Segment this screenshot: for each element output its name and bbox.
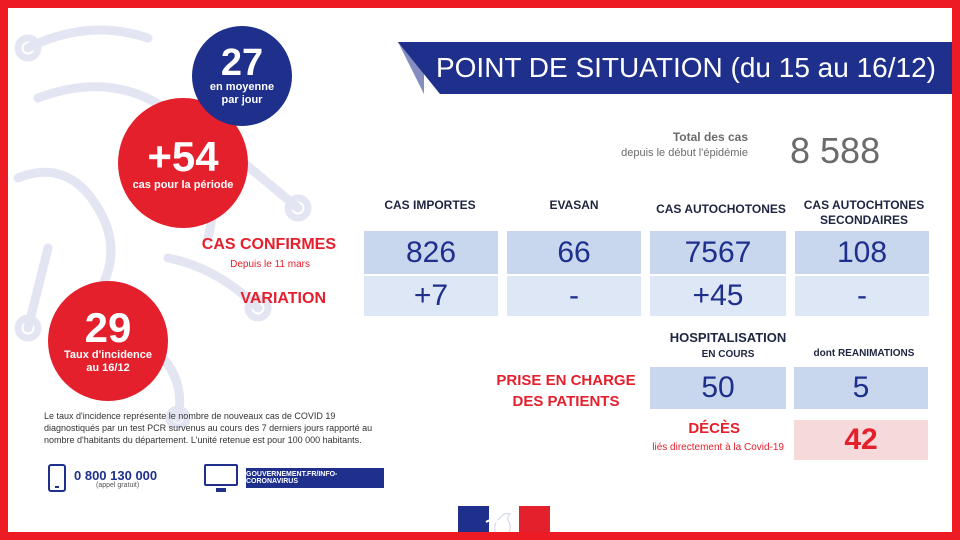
daily-average-label-2: par jour — [221, 94, 263, 106]
website-link[interactable]: GOUVERNEMENT.FR/INFO-CORONAVIRUS — [246, 468, 384, 488]
column-header-importes: CAS IMPORTES — [384, 198, 476, 212]
row-label-confirmes: CAS CONFIRMES — [201, 236, 336, 253]
total-cases-label: Total des cas — [672, 130, 748, 144]
flag-red-stripe — [519, 506, 551, 532]
column-header-evasan: EVASAN — [549, 198, 599, 212]
incidence-rate-value: 29 — [84, 304, 132, 351]
patients-label-line1: PRISE EN CHARGE — [496, 372, 636, 389]
incidence-rate-bubble: 29 Taux d'incidence au 16/12 — [48, 281, 168, 401]
hospitalisation-header: HOSPITALISATION EN COURS — [648, 330, 808, 362]
variation-secondaires-cell: - — [795, 276, 929, 316]
phone-note: (appel gratuit) — [96, 482, 140, 489]
variation-importes-cell: +7 — [364, 276, 498, 316]
row-sublabel-confirmes: Depuis le 11 mars — [230, 259, 310, 270]
reanimations-header: dont REANIMATIONS — [813, 348, 915, 359]
phone-number: 0 800 130 000 — [74, 468, 158, 483]
confirmes-autochtones-cell: 7567 — [650, 231, 786, 274]
marianne-icon — [485, 513, 511, 532]
incidence-rate-label-1: Taux d'incidence — [64, 349, 152, 361]
hospitalisation-header-line1: HOSPITALISATION — [669, 330, 787, 345]
period-cases-value: +54 — [147, 133, 219, 180]
total-cases-sublabel: depuis le début l'épidémie — [621, 147, 748, 159]
deces-label: DÉCÈS — [688, 420, 740, 437]
hospitalisation-cell: 50 — [650, 367, 786, 409]
deces-cell: 42 — [794, 420, 928, 460]
total-cases-value: 8 588 — [790, 130, 881, 171]
confirmes-importes-cell: 826 — [364, 231, 498, 274]
variation-autochtones-cell: +45 — [650, 276, 786, 316]
daily-average-value: 27 — [220, 42, 264, 84]
patients-label-line2: DES PATIENTS — [512, 393, 620, 410]
phone-icon — [48, 464, 66, 492]
monitor-icon — [204, 464, 238, 492]
column-header-autochtones: CAS AUTOCHOTONES — [656, 202, 786, 216]
column-header-secondaires-line2: SECONDAIRES — [819, 213, 908, 227]
incidence-rate-label-2: au 16/12 — [86, 362, 130, 374]
incidence-note: Le taux d'incidence représente le nombre… — [44, 411, 373, 445]
daily-average-label-1: en moyenne — [209, 81, 275, 93]
infographic: +54 cas pour la période 27 en moyenne pa… — [8, 8, 952, 532]
row-label-variation: VARIATION — [240, 290, 326, 307]
virus-outline-icon — [13, 25, 312, 428]
confirmes-evasan-cell: 66 — [507, 231, 641, 274]
hospitalisation-header-line2: EN COURS — [701, 349, 755, 360]
total-cases-label-block: Total des cas depuis le début l'épidémie — [588, 130, 748, 159]
variation-evasan-cell: - — [507, 276, 641, 316]
deces-sublabel: liés directement à la Covid-19 — [652, 442, 784, 453]
daily-average-bubble: 27 en moyenne par jour — [192, 26, 292, 126]
column-header-secondaires: CAS AUTOCHTONES SECONDAIRES — [794, 198, 934, 228]
period-cases-label: cas pour la période — [132, 179, 234, 191]
flag-blue-stripe — [458, 506, 489, 532]
reanimations-cell: 5 — [794, 367, 928, 409]
period-cases-bubble: +54 cas pour la période — [118, 98, 248, 228]
page-title: POINT DE SITUATION (du 15 au 16/12) — [398, 42, 952, 94]
patients-label: PRISE EN CHARGE DES PATIENTS — [486, 370, 646, 412]
column-header-secondaires-line1: CAS AUTOCHTONES — [803, 198, 925, 212]
confirmes-secondaires-cell: 108 — [795, 231, 929, 274]
